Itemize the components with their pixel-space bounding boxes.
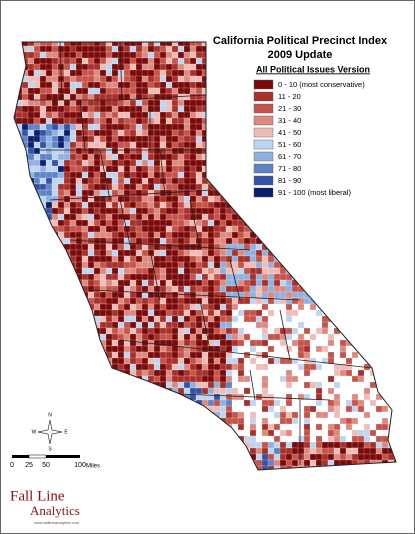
precinct: [267, 417, 275, 425]
precinct: [117, 297, 125, 305]
precinct: [303, 387, 311, 395]
precinct: [75, 231, 83, 239]
precinct: [261, 261, 269, 269]
precinct: [273, 423, 281, 431]
legend-swatch: [253, 139, 274, 150]
precinct: [369, 417, 377, 425]
legend-swatch: [253, 115, 274, 126]
logo-url: www.falllineanalytics.com: [34, 520, 80, 525]
precinct: [237, 381, 245, 389]
precinct: [141, 273, 149, 281]
precinct: [333, 363, 341, 371]
precinct: [39, 45, 47, 53]
precinct: [165, 249, 173, 257]
scale-label: 25: [25, 462, 33, 469]
legend-heading: All Political Issues Version: [256, 64, 370, 74]
precinct: [63, 93, 71, 101]
precinct: [339, 423, 347, 431]
legend-label: 11 - 20: [278, 92, 301, 101]
precinct: [183, 141, 191, 149]
subtitle: 2009 Update: [268, 49, 333, 61]
scale-seg: [46, 455, 80, 458]
precinct: [117, 45, 125, 53]
precinct: [105, 339, 113, 347]
precinct: [219, 207, 227, 215]
precinct: [63, 51, 71, 59]
legend-label: 91 - 100 (most liberal): [278, 188, 351, 197]
legend-label: 21 - 30: [278, 104, 301, 113]
precinct: [111, 75, 119, 83]
precinct: [201, 183, 209, 191]
precinct: [171, 63, 179, 71]
precinct: [321, 459, 329, 467]
precinct: [255, 411, 263, 419]
precinct: [369, 387, 377, 395]
legend-swatch: [253, 175, 274, 186]
precinct: [171, 309, 179, 317]
precinct: [297, 387, 305, 395]
precinct: [129, 201, 137, 209]
scale-seg: [12, 455, 29, 458]
legend-swatch: [253, 79, 274, 90]
compass-n: N: [48, 412, 52, 418]
precinct: [75, 51, 83, 59]
legend-label: 0 - 10 (most conservative): [278, 80, 365, 89]
precinct: [153, 123, 161, 131]
precinct: [81, 63, 89, 71]
precinct: [297, 411, 305, 419]
precinct: [51, 105, 59, 113]
precinct: [63, 117, 71, 125]
logo-line2: Analytics: [30, 503, 80, 518]
legend-label: 71 - 80: [278, 164, 301, 173]
precinct: [291, 345, 299, 353]
precinct: [87, 189, 95, 197]
scale-label: 0: [10, 462, 14, 469]
legend-label: 61 - 70: [278, 152, 301, 161]
scale-label: 100: [74, 462, 86, 469]
precinct: [231, 375, 239, 383]
precinct: [45, 45, 53, 53]
precinct: [111, 243, 119, 251]
precinct: [87, 81, 95, 89]
legend-swatch: [253, 163, 274, 174]
precinct: [171, 333, 179, 341]
legend-swatch: [253, 187, 274, 198]
precinct: [195, 177, 203, 185]
precinct: [243, 375, 251, 383]
precinct: [93, 111, 101, 119]
precinct: [93, 141, 101, 149]
precinct: [273, 435, 281, 443]
precinct: [255, 357, 263, 365]
scale-unit: Miles: [86, 464, 100, 470]
precinct: [75, 99, 83, 107]
legend-label: 81 - 90: [278, 176, 301, 185]
precinct: [81, 165, 89, 173]
precinct: [327, 453, 335, 461]
legend-swatch: [253, 151, 274, 162]
legend-label: 31 - 40: [278, 116, 301, 125]
compass-w: W: [32, 429, 37, 435]
precinct: [195, 255, 203, 263]
legend-swatch: [253, 127, 274, 138]
precinct: [237, 345, 245, 353]
precinct: [45, 147, 53, 155]
scale-label: 50: [42, 462, 50, 469]
legend-swatch: [253, 91, 274, 102]
title: California Political Precinct Index: [213, 35, 388, 47]
precinct: [219, 249, 227, 257]
precinct: [123, 243, 131, 251]
legend-swatch: [253, 103, 274, 114]
precinct: [69, 99, 77, 107]
precinct: [351, 411, 359, 419]
legend-label: 51 - 60: [278, 140, 301, 149]
precinct: [33, 177, 41, 185]
precinct: [345, 417, 353, 425]
scale-seg: [28, 454, 47, 459]
legend-label: 41 - 50: [278, 128, 301, 137]
precinct: [87, 213, 95, 221]
precinct: [63, 219, 71, 227]
precinct: [177, 99, 185, 107]
precinct: [51, 129, 59, 137]
